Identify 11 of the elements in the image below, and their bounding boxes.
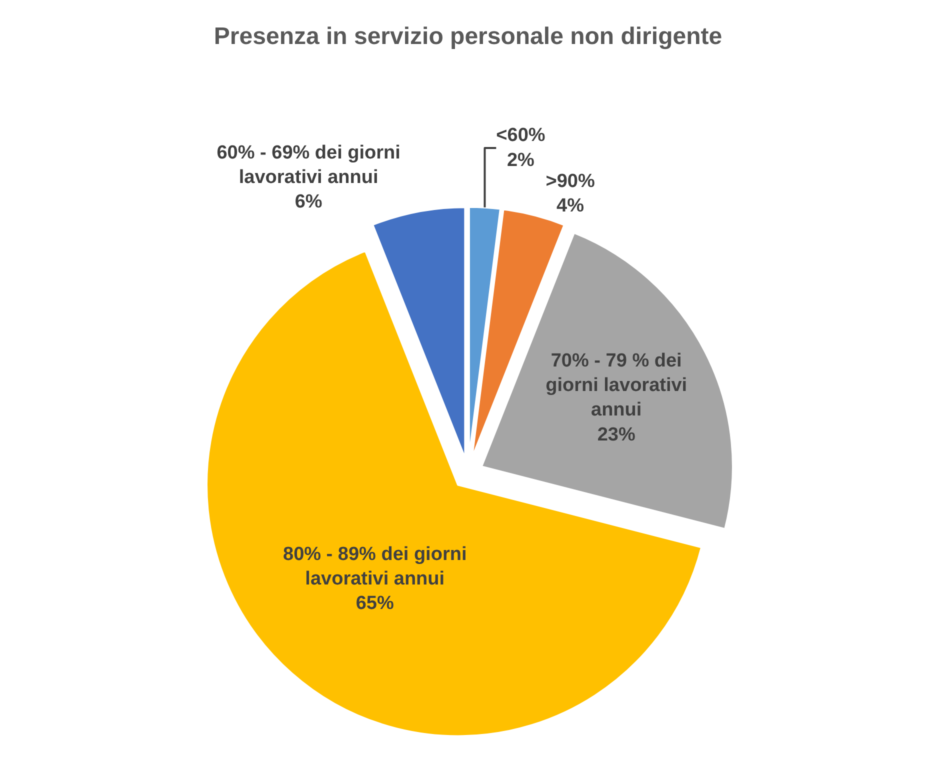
slice-label: 70% - 79 % dei giorni lavorativi annui: [546, 350, 688, 421]
slice-label: >90%: [546, 170, 595, 192]
slice-label: 60% - 69% dei giorni lavorativi annui: [216, 142, 400, 188]
slice-label: 80% - 89% dei giorni lavorativi annui: [282, 544, 467, 590]
data-label: 2%: [506, 150, 535, 171]
data-label: 6%: [294, 192, 322, 213]
data-label: 4%: [556, 196, 584, 217]
chart-title: Presenza in servizio personale non dirigente: [214, 23, 722, 50]
data-label: 65%: [356, 593, 394, 614]
data-label: 23%: [597, 424, 636, 446]
slice-label: <60%: [496, 125, 546, 146]
